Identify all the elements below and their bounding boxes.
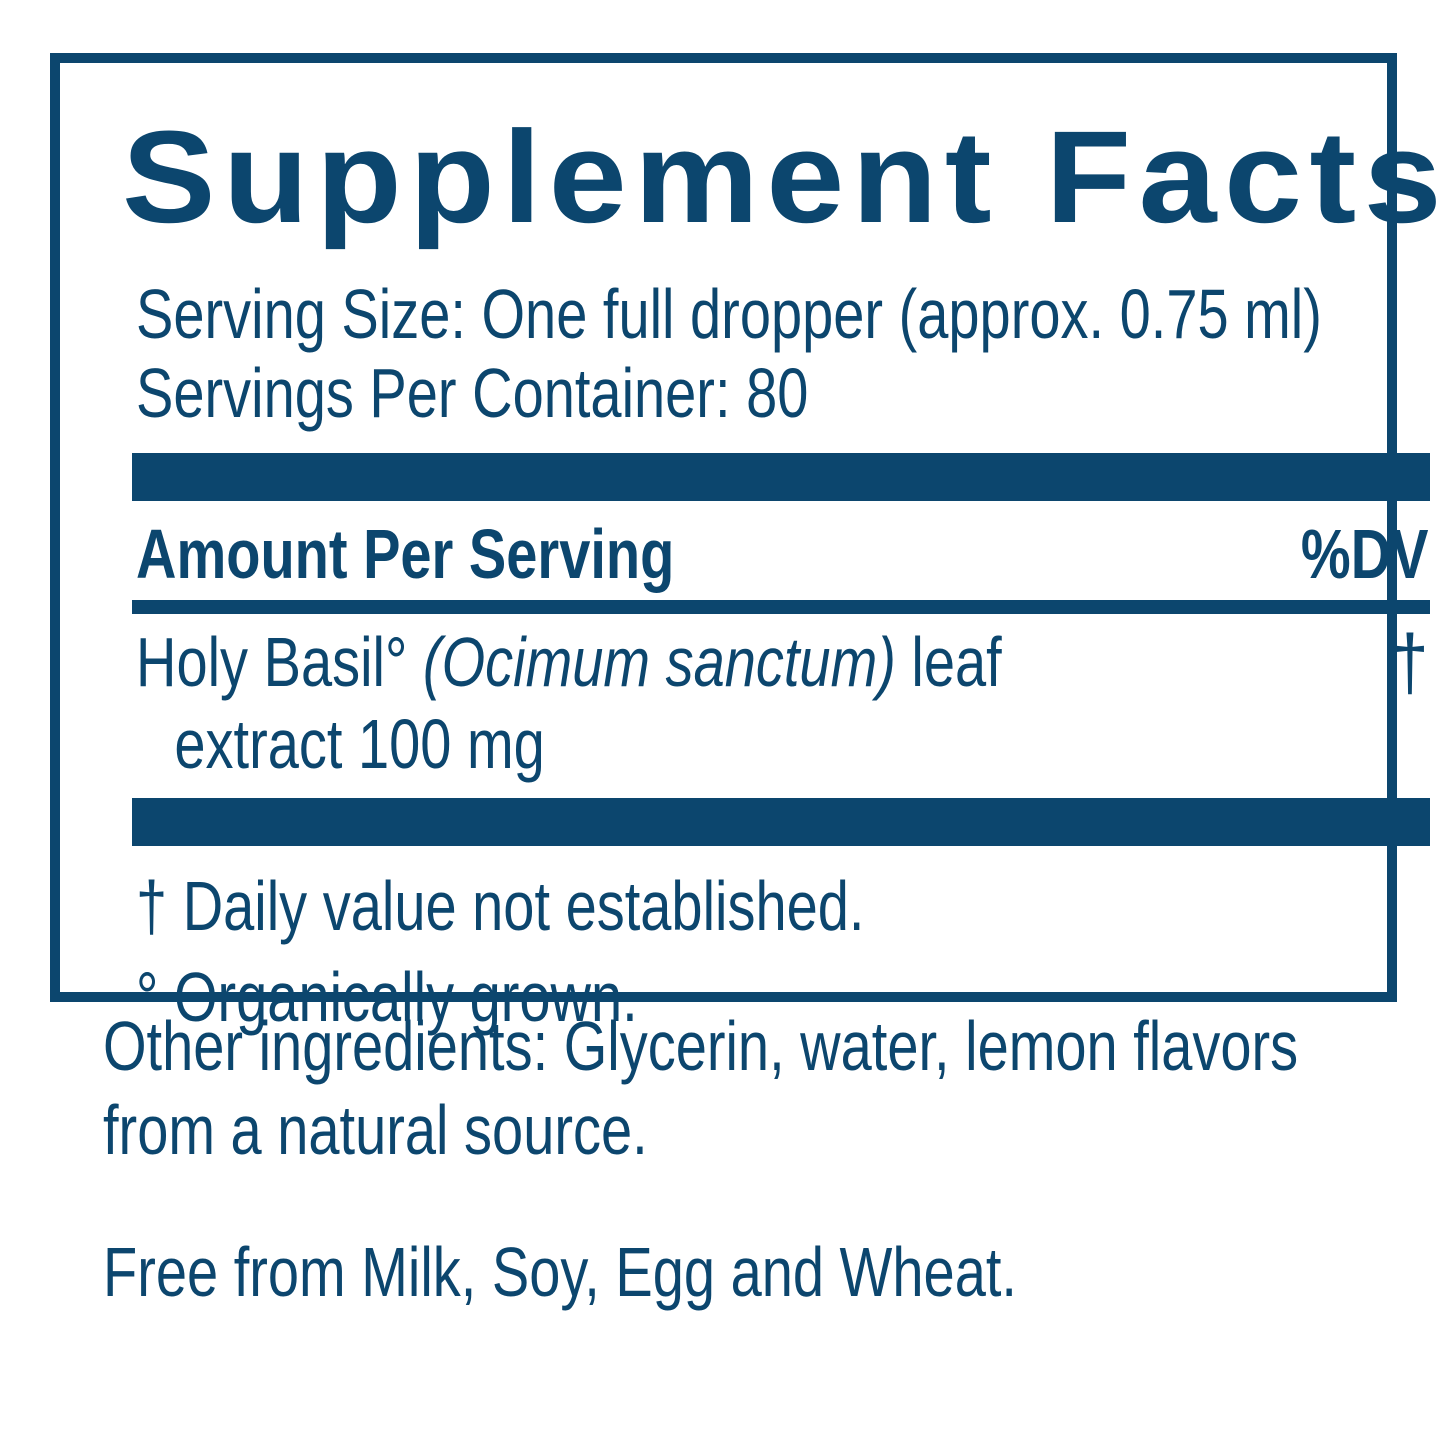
ingredient-row: Holy Basil° (Ocimum sanctum) leaf extrac…: [136, 621, 1428, 785]
free-from-section: Free from Milk, Soy, Egg and Wheat.: [103, 1230, 1245, 1314]
footnotes: † Daily value not established. ° Organic…: [136, 861, 1047, 1043]
divider-bar-bottom: [132, 798, 1430, 846]
other-ingredients-section: Other ingredients: Glycerin, water, lemo…: [103, 1004, 1445, 1172]
supplement-facts-box: Supplement Facts Serving Size: One full …: [50, 53, 1442, 1036]
ingredient-line-2: extract 100 mg: [174, 705, 545, 783]
header-rule: [132, 600, 1430, 614]
amount-per-serving-header: Amount Per Serving: [136, 515, 675, 593]
ingredient-line-1: Holy Basil° (Ocimum sanctum) leaf: [136, 621, 1002, 703]
ingredient-name-suffix: leaf: [895, 623, 1002, 701]
servings-per-container-line: Servings Per Container: 80: [136, 354, 809, 432]
divider-bar-top: [132, 453, 1430, 501]
free-from-line: Free from Milk, Soy, Egg and Wheat.: [103, 1233, 1017, 1311]
ingredient-name-prefix: Holy Basil°: [136, 623, 423, 701]
panel-title: Supplement Facts: [122, 103, 1445, 250]
ingredient-latin-name: (Ocimum sanctum): [422, 623, 896, 701]
serving-size-line: Serving Size: One full dropper (approx. …: [136, 275, 1322, 353]
serving-info: Serving Size: One full dropper (approx. …: [136, 275, 1445, 433]
ingredient-dv-dagger: †: [1391, 618, 1428, 706]
ingredient-name: Holy Basil° (Ocimum sanctum) leaf extrac…: [136, 621, 1002, 785]
percent-dv-header: %DV: [1300, 515, 1428, 593]
footnote-organically-grown: ° Organically grown.: [136, 958, 638, 1036]
other-ingredients-line-1: Other ingredients: Glycerin, water, lemo…: [103, 1007, 1299, 1085]
footnote-daily-value: † Daily value not established.: [136, 867, 865, 945]
other-ingredients-line-2: from a natural source.: [103, 1091, 648, 1169]
column-header-row: Amount Per Serving %DV: [136, 511, 1428, 597]
